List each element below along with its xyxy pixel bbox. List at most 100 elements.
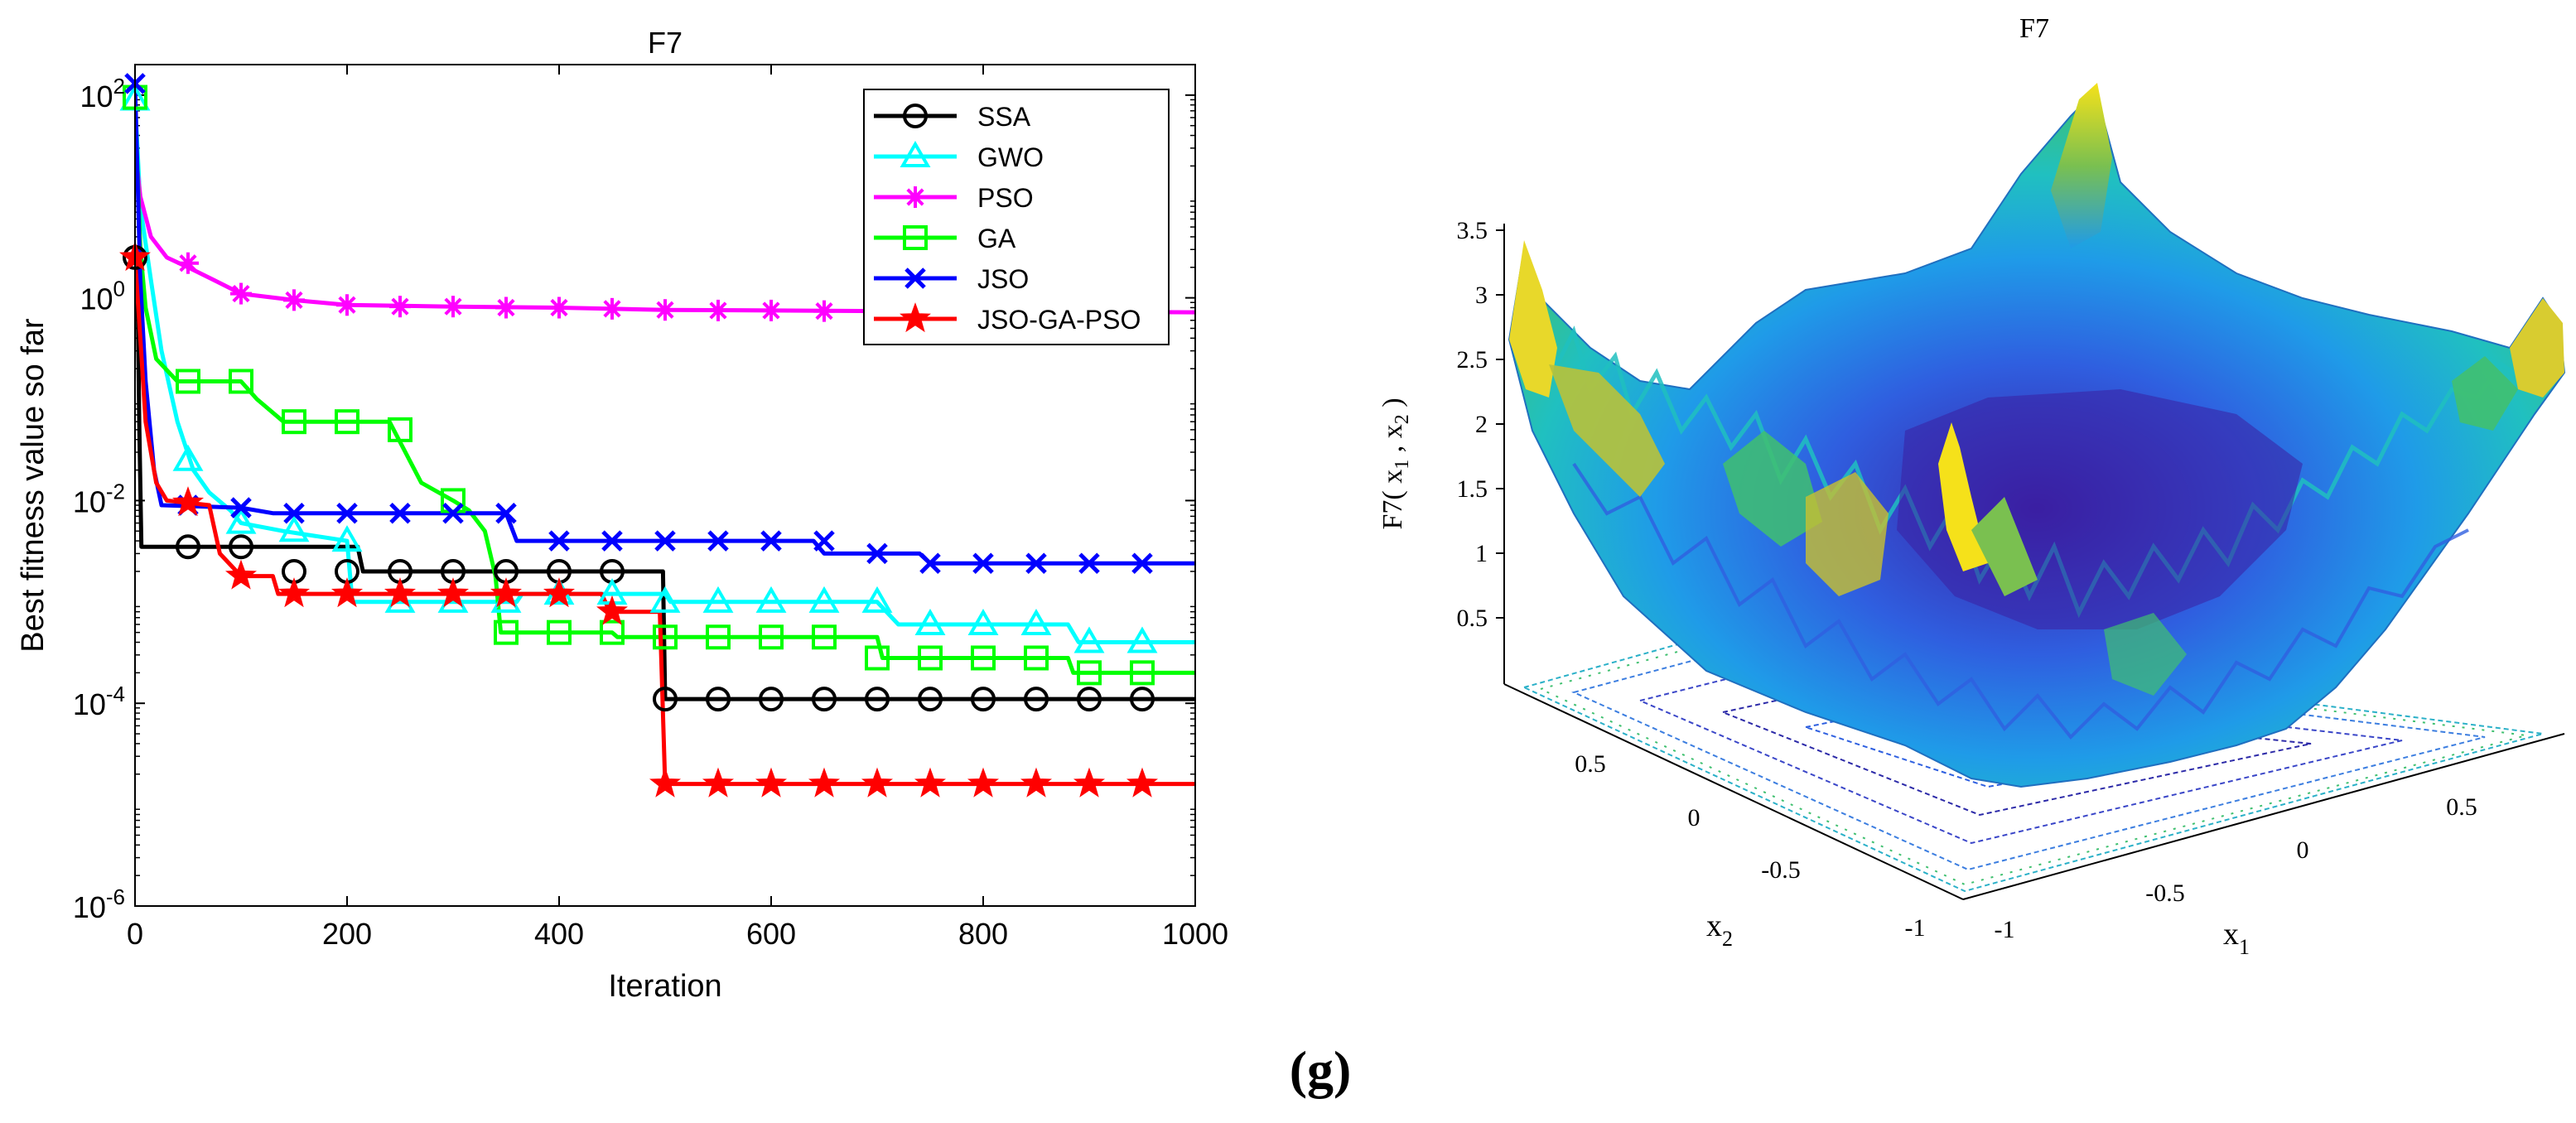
marker-jso-ga-pso (490, 577, 522, 608)
legend-marker (904, 186, 926, 208)
marker-jso-ga-pso (172, 486, 204, 517)
y-tick-label: 10-6 (73, 884, 125, 924)
marker-jso (230, 497, 252, 518)
marker-gwo (967, 608, 999, 635)
x-tick-labels: 0 200 400 600 800 1000 (127, 917, 1228, 951)
marker-jso (654, 530, 676, 552)
marker-gwo (861, 586, 893, 613)
marker-jso-ga-pso (914, 767, 946, 798)
marker-gwo (331, 525, 363, 552)
marker-jso (336, 502, 358, 524)
marker-jso-ga-pso (755, 767, 787, 798)
legend-marker (903, 104, 928, 128)
marker-jso (866, 542, 888, 565)
marker-pso (442, 296, 464, 318)
legend-label: GWO (977, 142, 1044, 172)
marker-pso (601, 297, 623, 320)
marker-gwo (702, 586, 734, 613)
marker-ga (706, 624, 731, 650)
marker-ga (547, 619, 572, 645)
marker-jso (813, 530, 835, 552)
marker-jso (707, 530, 729, 552)
marker-jso-ga-pso (1126, 767, 1158, 798)
legend-label: GA (977, 224, 1016, 253)
y-tick-label: 10-4 (73, 682, 125, 721)
y-axis-label: Best fitness value so far (16, 318, 51, 653)
marker-ssa (865, 687, 890, 712)
marker-ga (335, 409, 359, 435)
marker-jso-ga-pso (437, 577, 469, 608)
series-line-ga (135, 97, 1195, 675)
marker-pso (283, 289, 305, 311)
legend-marker (903, 225, 928, 250)
marker-ga (1024, 645, 1049, 671)
z-tick-label: 0.5 (1457, 605, 1488, 632)
x2-tick-label: -1 (1905, 914, 1926, 942)
marker-gwo (1020, 608, 1052, 635)
marker-gwo (808, 586, 840, 613)
series-line-gwo (135, 99, 1195, 644)
surface (1507, 83, 2566, 788)
marker-ga (388, 417, 412, 442)
marker-ssa (812, 687, 837, 712)
marker-ga (1130, 660, 1155, 686)
x1-tick-label: -1 (1995, 916, 2015, 943)
z-tick-label: 2 (1475, 411, 1488, 438)
marker-jso (972, 552, 994, 575)
marker-ssa (759, 687, 784, 712)
marker-ga (282, 409, 306, 435)
marker-jso-ga-pso (861, 767, 893, 798)
marker-jso (389, 502, 411, 524)
marker-pso (336, 294, 358, 316)
marker-jso-ga-pso (384, 577, 416, 608)
marker-pso (389, 296, 411, 318)
marker-gwo (1126, 626, 1158, 653)
x-tick-label: 400 (534, 917, 584, 951)
series-line-jso (135, 83, 1195, 566)
marker-jso-ga-pso (543, 577, 575, 608)
marker-pso (707, 299, 729, 321)
x1-tick-label: 0 (2297, 836, 2309, 864)
marker-ga (229, 369, 253, 394)
legend-label: JSO (977, 264, 1029, 294)
marker-ssa (176, 534, 200, 560)
legend-label: JSO-GA-PSO (977, 305, 1141, 335)
x-axis-label: Iteration (608, 969, 721, 1004)
legend-marker (900, 140, 931, 167)
legend-label: SSA (977, 102, 1031, 132)
marker-gwo (278, 515, 310, 542)
marker-ssa (918, 687, 943, 712)
figure-caption: (g) (1290, 1040, 1352, 1099)
marker-jso (283, 502, 305, 524)
marker-jso-ga-pso (808, 767, 840, 798)
marker-jso-ga-pso (1020, 767, 1052, 798)
marker-pso (813, 300, 835, 322)
marker-ssa (229, 534, 253, 560)
marker-jso (601, 530, 623, 552)
z-tick-label: 2.5 (1457, 346, 1488, 374)
x2-tick-label: 0.5 (1575, 750, 1606, 778)
z-tick-label: 1.5 (1457, 475, 1488, 503)
x-tick-label: 0 (127, 917, 143, 951)
marker-ga (812, 624, 837, 650)
marker-ga (918, 645, 943, 671)
x1-tick-labels: -1 -0.5 0 0.5 (1995, 793, 2477, 943)
marker-ga (600, 619, 625, 645)
marker-jso (495, 502, 517, 524)
marker-ga (653, 624, 678, 650)
x-tick-label: 1000 (1162, 917, 1228, 951)
marker-jso-ga-pso (225, 559, 257, 590)
x2-tick-label: -0.5 (1761, 856, 1801, 884)
x-tick-label: 800 (958, 917, 1008, 951)
marker-jso-ga-pso (649, 767, 681, 798)
x1-tick-label: -0.5 (2145, 880, 2185, 907)
z-axis-label: F7( x1 , x2 ) (1377, 398, 1413, 529)
z-tick-labels: 0.5 1 1.5 2 2.5 3 3.5 (1457, 217, 1504, 632)
marker-ga (1077, 660, 1102, 686)
marker-jso-ga-pso (278, 577, 310, 608)
x2-tick-label: 0 (1688, 804, 1700, 831)
marker-jso (1131, 552, 1153, 575)
marker-ssa (971, 687, 996, 712)
legend-label: PSO (977, 183, 1034, 213)
